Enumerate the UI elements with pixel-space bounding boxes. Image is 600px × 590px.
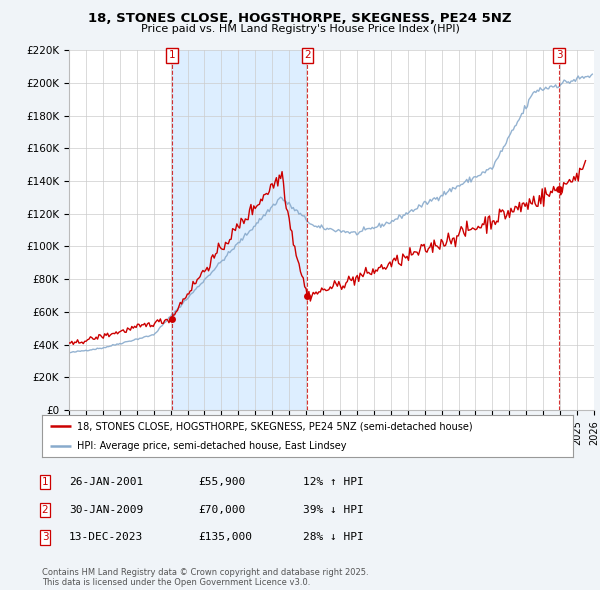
Text: 18, STONES CLOSE, HOGSTHORPE, SKEGNESS, PE24 5NZ (semi-detached house): 18, STONES CLOSE, HOGSTHORPE, SKEGNESS, … [77, 421, 472, 431]
Text: 3: 3 [556, 50, 563, 60]
Text: Price paid vs. HM Land Registry's House Price Index (HPI): Price paid vs. HM Land Registry's House … [140, 24, 460, 34]
Text: Contains HM Land Registry data © Crown copyright and database right 2025.
This d: Contains HM Land Registry data © Crown c… [42, 568, 368, 587]
Text: 2: 2 [41, 505, 49, 514]
Text: £135,000: £135,000 [198, 533, 252, 542]
Text: £70,000: £70,000 [198, 505, 245, 514]
Text: HPI: Average price, semi-detached house, East Lindsey: HPI: Average price, semi-detached house,… [77, 441, 346, 451]
Text: £55,900: £55,900 [198, 477, 245, 487]
Text: 1: 1 [169, 50, 175, 60]
Text: 1: 1 [41, 477, 49, 487]
Text: 39% ↓ HPI: 39% ↓ HPI [303, 505, 364, 514]
Text: 12% ↑ HPI: 12% ↑ HPI [303, 477, 364, 487]
Text: 28% ↓ HPI: 28% ↓ HPI [303, 533, 364, 542]
Bar [172, 50, 307, 410]
Text: 2: 2 [304, 50, 311, 60]
Text: 3: 3 [41, 533, 49, 542]
Text: 30-JAN-2009: 30-JAN-2009 [69, 505, 143, 514]
Text: 26-JAN-2001: 26-JAN-2001 [69, 477, 143, 487]
Text: 18, STONES CLOSE, HOGSTHORPE, SKEGNESS, PE24 5NZ: 18, STONES CLOSE, HOGSTHORPE, SKEGNESS, … [88, 12, 512, 25]
Text: 13-DEC-2023: 13-DEC-2023 [69, 533, 143, 542]
